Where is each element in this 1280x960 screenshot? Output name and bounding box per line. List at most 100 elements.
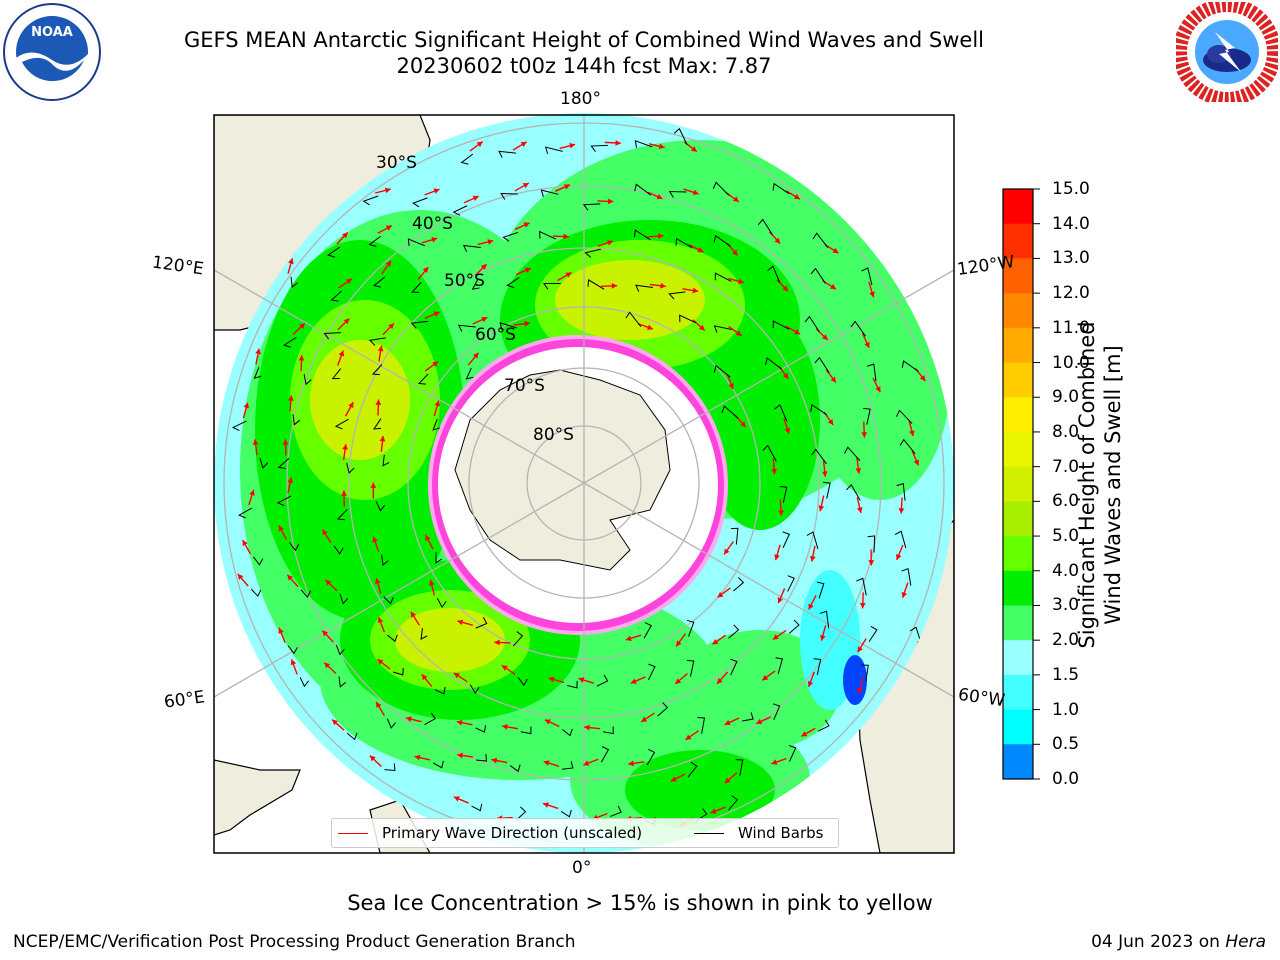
colorbar-segment [1003,709,1033,745]
wave-arrow-head [615,140,621,146]
wind-barb [610,805,622,817]
wave-arrow-head [660,282,666,289]
wind-barb [392,667,404,676]
map-subtitle: 20230602 t00z 144h fcst Max: 7.87 [396,54,772,78]
landmass-africa [214,759,301,836]
wave-arrow-head [717,591,724,598]
wind-barb [817,719,830,732]
wind-barb [499,322,518,330]
wave-arrow-head [864,341,870,348]
colorbar-segment [1003,431,1033,468]
wind-barb [714,272,732,282]
wave-arrow-head [524,320,530,327]
wind-barb [253,367,262,379]
colorbar-segment [1003,189,1033,225]
wind-barb [868,625,878,642]
wind-barb [779,485,788,503]
wave-arrow-head [476,141,483,148]
wind-barb [811,448,827,465]
wind-barb [373,418,382,430]
wave-arrow-head [772,634,779,640]
wind-barb [901,360,919,372]
colorbar-tick-label: 12.0 [1052,283,1090,304]
wave-arrow-head [898,508,905,514]
wave-arrow-head [433,311,440,317]
colorbar-segment [1003,223,1033,259]
wind-barb [582,203,601,211]
wave-arrow-head [322,529,328,536]
wind-barb [300,589,312,599]
wave-arrow-head [428,579,435,586]
wind-barb [804,315,820,333]
wind-barb [407,238,426,247]
wave-arrow-head [481,316,488,323]
wave-arrow-head [542,802,549,808]
wave-arrow-head [820,634,826,641]
wave-arrow-head [832,247,839,254]
wave-arrow-head [343,318,350,325]
wind-barb [901,567,912,586]
colorbar-segment [1003,397,1033,433]
wind-barb [277,457,290,470]
wind-barb [713,234,731,247]
wind-barb [386,718,397,729]
wind-barb [520,726,532,735]
sea-ice-note: Sea Ice Concentration > 15% is shown in … [347,891,933,915]
wind-barb [368,337,386,346]
lat-label-60s: 60°S [475,325,516,345]
wave-arrow-head [869,291,875,298]
wave-arrow-head [716,678,723,684]
wave-arrow-head [290,659,297,666]
wave-arrow-head [288,258,294,265]
wave-arrow-head [647,324,653,331]
legend-item-barb: Wind Barbs [694,824,823,842]
wave-arrow-head [658,233,664,239]
wind-barb [856,577,867,596]
wave-arrow-head [698,324,705,331]
wind-barb [362,195,379,206]
wind-barb [502,231,519,242]
wind-barb [590,144,608,152]
wave-arrow-head [827,419,834,426]
wave-arrow-head [675,678,682,684]
wind-barb [812,232,829,248]
wave-arrow-head [342,232,348,239]
colorbar-tick-label: 8.0 [1052,421,1080,442]
wind-barb [500,193,518,200]
wave-arrow-head [370,482,377,488]
lat-label-40s: 40°S [412,214,453,234]
lat-label-70s: 70°S [504,376,545,396]
wave-arrow-head [801,731,808,737]
wave-arrow-head [913,459,920,466]
map-title: GEFS MEAN Antarctic Significant Height o… [183,28,985,52]
wind-barb [292,414,301,426]
wave-arrow-head [524,267,531,273]
lat-label-50s: 50°S [444,271,485,291]
wave-arrow-head [523,222,530,228]
wave-arrow-head [348,402,354,409]
wave-arrow-head [543,760,550,766]
wave-arrow-head [868,560,875,566]
nws-logo [1176,2,1278,102]
wave-arrow-head [453,672,460,679]
wave-arrow-head [324,662,331,669]
colorbar-segment [1003,744,1033,780]
colorbar-segment [1003,536,1033,572]
wind-barb [767,265,781,283]
wave-arrow-head [685,734,692,740]
wind-barb [730,527,739,545]
wave-arrow-head [249,489,255,496]
wind-barb [434,686,446,695]
wind-barb [810,267,826,284]
wave-arrow-head [762,674,769,681]
wind-barb [728,795,739,811]
wave-arrow-head [369,755,376,762]
wind-barb [687,761,698,778]
wave-arrow-head [385,225,392,231]
wind-barb [566,680,578,689]
wind-barb [323,332,341,340]
wind-barb [735,759,744,776]
map-frame-border [213,114,955,854]
wind-barb [384,763,396,771]
colorbar-segment [1003,466,1033,502]
